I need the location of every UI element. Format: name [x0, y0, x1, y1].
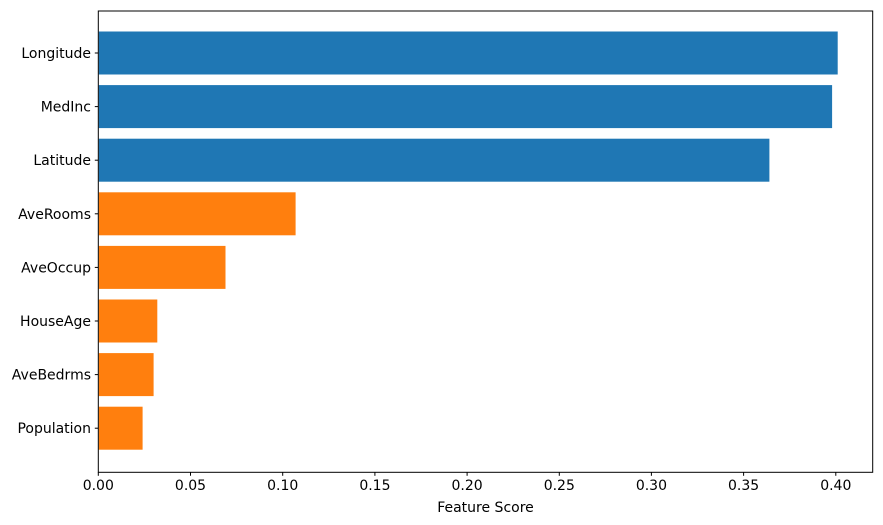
- x-axis-ticks-group: 0.00 0.05 0.10 0.15 0.20 0.25 0.30 0.35 0.40: [83, 472, 851, 494]
- bar-population: [98, 406, 143, 450]
- x-axis-label: Feature Score: [437, 500, 534, 516]
- x-tick-label: 0.10: [267, 478, 298, 494]
- x-tick-label: 0.15: [359, 478, 390, 494]
- x-tick-label: 0.25: [544, 478, 575, 494]
- y-tick-label-longitude: Longitude: [21, 46, 91, 62]
- bar-averooms: [98, 192, 296, 236]
- bar-houseage: [98, 299, 158, 343]
- x-tick-label: 0.00: [83, 478, 114, 494]
- y-tick-label-averooms: AveRooms: [18, 207, 91, 223]
- y-tick-label-houseage: HouseAge: [20, 314, 91, 330]
- bars-group: [98, 31, 838, 450]
- bar-aveoccup: [98, 245, 226, 289]
- plot-frame: [97, 10, 874, 473]
- y-axis-ticks-group: Longitude MedInc Latitude AveRooms AveOccup H…: [12, 46, 99, 437]
- x-tick-label: 0.35: [728, 478, 759, 494]
- bar-avebedrms: [98, 353, 154, 397]
- x-tick-label: 0.05: [175, 478, 206, 494]
- y-tick-label-avebedrms: AveBedrms: [12, 368, 91, 384]
- x-tick-label: 0.40: [820, 478, 851, 494]
- y-tick-label-population: Population: [17, 421, 91, 437]
- bar-medinc: [98, 85, 833, 129]
- x-tick-label: 0.30: [636, 478, 667, 494]
- y-tick-label-latitude: Latitude: [33, 153, 91, 169]
- y-tick-label-aveoccup: AveOccup: [21, 260, 91, 276]
- y-tick-label-medinc: MedInc: [41, 100, 91, 116]
- bar-latitude: [98, 138, 770, 182]
- bar-longitude: [98, 31, 838, 75]
- x-tick-label: 0.20: [452, 478, 483, 494]
